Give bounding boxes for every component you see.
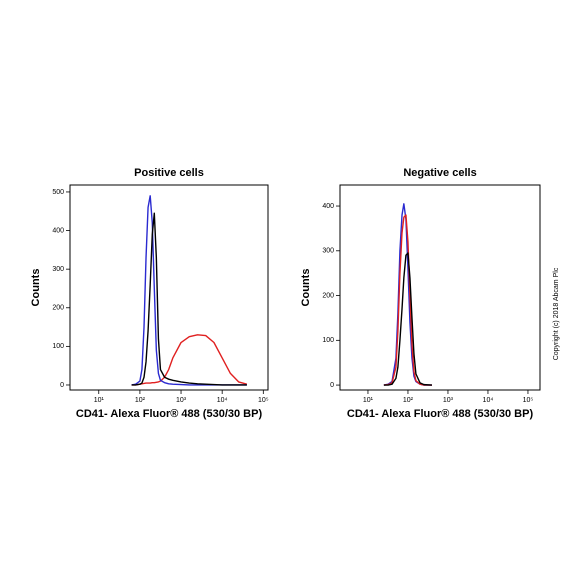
- x-tick-label: 10³: [443, 397, 454, 404]
- histogram-line: [383, 252, 432, 386]
- x-tick-label: 10¹: [363, 397, 374, 404]
- histogram-line: [131, 195, 247, 386]
- histogram-line: [383, 203, 432, 386]
- y-tick-label: 0: [330, 382, 334, 389]
- chart-title: Positive cells: [134, 167, 204, 179]
- histogram-line: [131, 212, 247, 386]
- x-tick-label: 10⁴: [483, 397, 494, 404]
- histogram-line: [131, 334, 248, 386]
- plot-frame: [339, 184, 541, 391]
- y-axis-label: Counts: [30, 269, 42, 307]
- x-tick-label: 10¹: [94, 397, 105, 404]
- y-tick-label: 400: [52, 227, 64, 234]
- y-tick-label: 200: [322, 292, 334, 299]
- y-tick-label: 300: [52, 266, 64, 273]
- plot-frame: [69, 184, 269, 391]
- y-tick-label: 0: [60, 382, 64, 389]
- y-axis-label: Counts: [300, 269, 312, 307]
- histogram-line: [383, 214, 432, 386]
- y-tick-label: 100: [322, 337, 334, 344]
- y-tick-label: 500: [52, 189, 64, 196]
- y-tick-label: 400: [322, 203, 334, 210]
- y-tick-label: 300: [322, 248, 334, 255]
- chart-title: Negative cells: [403, 167, 476, 179]
- x-tick-label: 10³: [176, 397, 187, 404]
- x-tick-label: 10²: [403, 397, 414, 404]
- x-tick-label: 10⁵: [258, 397, 269, 404]
- x-tick-label: 10⁴: [217, 397, 228, 404]
- copyright: Copyright (c) 2018 Abcam Plc: [553, 267, 560, 360]
- x-tick-label: 10²: [135, 397, 146, 404]
- y-tick-label: 100: [52, 343, 64, 350]
- y-tick-label: 200: [52, 305, 64, 312]
- x-tick-label: 10⁵: [523, 397, 534, 404]
- x-axis-label: CD41- Alexa Fluor® 488 (530/30 BP): [76, 408, 263, 420]
- x-axis-label: CD41- Alexa Fluor® 488 (530/30 BP): [347, 408, 534, 420]
